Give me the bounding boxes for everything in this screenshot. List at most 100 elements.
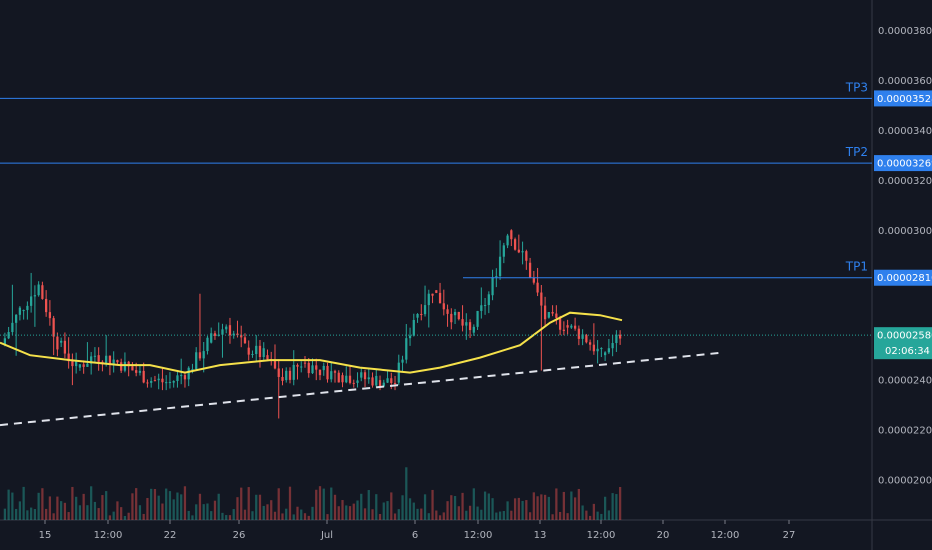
candle-body: [82, 364, 85, 367]
volume-bar: [63, 502, 67, 520]
volume-bar: [105, 491, 108, 520]
candle-body: [3, 338, 7, 346]
current-price-label: 0.00002580: [877, 331, 932, 342]
volume-bar: [536, 496, 539, 520]
time-tick-label: 15: [39, 530, 52, 541]
candle-body: [75, 361, 78, 367]
volume-bar: [573, 497, 577, 520]
candle-body: [251, 354, 254, 356]
volume-bar: [45, 508, 48, 520]
candle-body: [262, 348, 265, 358]
volume-bar: [108, 515, 112, 520]
candle-body: [7, 332, 10, 339]
candle-body: [438, 292, 442, 304]
volume-bar: [157, 495, 160, 520]
volume-bar: [112, 511, 115, 520]
volume-bar: [330, 487, 333, 520]
candle-body: [352, 382, 355, 384]
candle-body: [315, 365, 318, 370]
candle-body: [48, 312, 52, 319]
target-label-tp1: TP1: [845, 260, 868, 274]
volume-bar: [131, 493, 134, 520]
volume-bar: [228, 515, 232, 520]
time-tick-label: Jul: [320, 530, 333, 541]
volume-bar: [397, 509, 400, 520]
candle-body: [453, 311, 457, 316]
candle-body: [187, 367, 190, 380]
volume-bar: [191, 515, 194, 520]
volume-bar: [236, 497, 239, 520]
volume-bar: [525, 500, 528, 520]
volume-bar: [438, 515, 442, 520]
volume-bar: [352, 503, 355, 520]
candle-body: [416, 313, 419, 318]
candles: [3, 229, 622, 419]
candle-body: [615, 334, 618, 344]
volume-bar: [165, 488, 168, 520]
candle-body: [543, 305, 547, 320]
candle-body: [521, 251, 524, 253]
candle-body: [468, 322, 472, 331]
candle-body: [495, 276, 498, 278]
candle-body: [326, 365, 329, 380]
candle-body: [611, 343, 614, 349]
candle-body: [123, 361, 127, 371]
volume-bar: [75, 496, 78, 520]
target-price-badge: [874, 90, 932, 107]
volume-bar: [412, 502, 415, 520]
volume-bar: [555, 488, 558, 520]
candle-body: [386, 378, 389, 383]
volume-bar: [375, 494, 378, 520]
volume-bar: [300, 509, 303, 520]
volume-bar: [435, 510, 438, 520]
volume-bar: [138, 505, 142, 520]
candle-body: [202, 351, 205, 359]
time-axis[interactable]: 15 12:00 22 26 Jul 6 12:00 13 12:00 20 12:00 27: [39, 520, 796, 541]
candle-body: [153, 380, 157, 382]
candle-body: [592, 344, 595, 352]
candle-body: [341, 375, 344, 383]
candle-body: [183, 375, 187, 380]
volume-bar: [562, 491, 565, 520]
volume-bar: [558, 511, 562, 520]
target-price-badge: [874, 155, 932, 172]
target-price-badge: [874, 269, 932, 286]
volume-bar: [247, 487, 250, 520]
candle-body: [472, 326, 475, 333]
volume-bar: [183, 486, 187, 520]
candle-body: [247, 347, 250, 355]
candle-body: [243, 337, 247, 344]
candle-body: [300, 366, 303, 368]
volume-bar: [41, 488, 44, 520]
candle-body: [198, 352, 202, 359]
volume-bar: [483, 491, 487, 520]
volume-bar: [543, 494, 547, 520]
volume-bar: [521, 500, 524, 520]
candle-body: [318, 369, 322, 376]
candle-body: [532, 277, 535, 283]
volume-bar: [356, 500, 359, 520]
candle-body: [510, 230, 513, 240]
candle-body: [146, 382, 149, 384]
volume-bar: [15, 508, 18, 520]
volume-bar: [431, 489, 434, 520]
volume-bar: [318, 486, 322, 520]
price-tick-label: 0.00002000: [878, 476, 932, 487]
candle-body: [476, 310, 479, 327]
volume-bar: [161, 503, 164, 520]
volume-bar: [577, 488, 580, 520]
candle-body: [487, 294, 490, 306]
candle-body: [228, 325, 232, 336]
volume-bar: [307, 515, 310, 520]
volume-bar: [255, 494, 258, 520]
volume-bar: [82, 493, 85, 520]
candle-body: [210, 333, 213, 343]
volume-bar: [30, 507, 33, 520]
volume-bar: [48, 496, 52, 520]
volume-bar: [116, 501, 119, 520]
volume-bar: [615, 494, 618, 520]
